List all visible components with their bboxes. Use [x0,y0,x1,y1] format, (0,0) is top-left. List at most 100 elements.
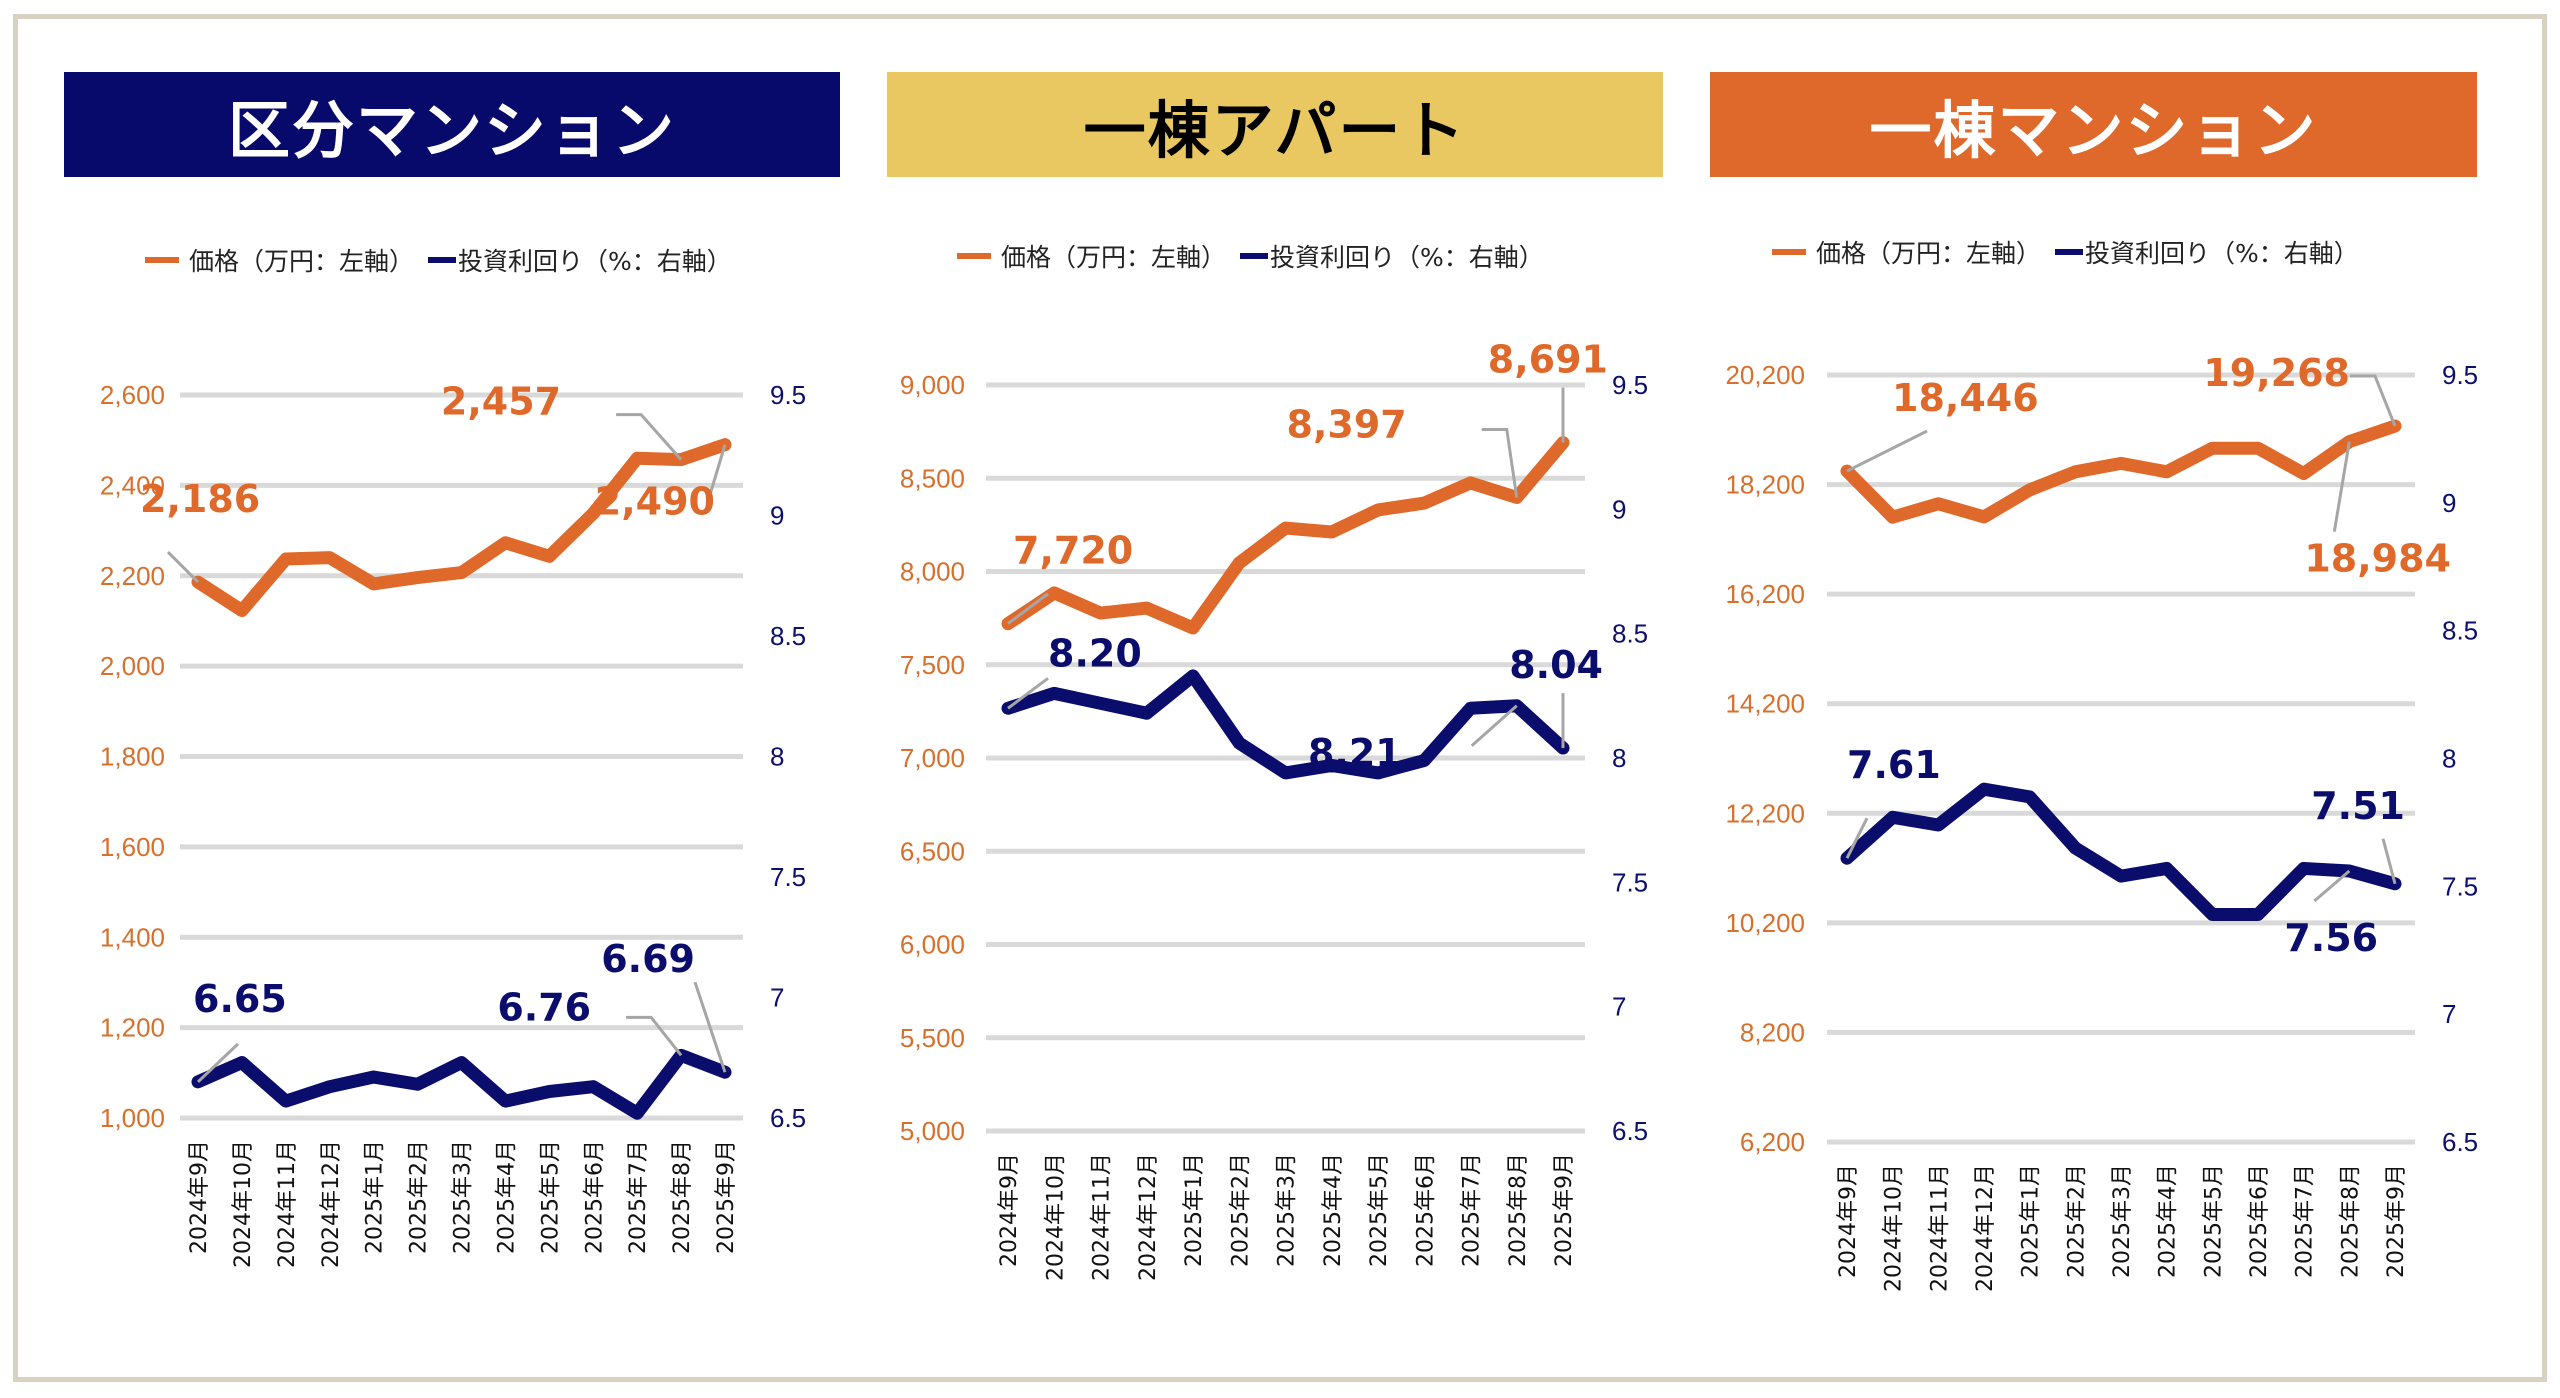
x-axis-tick: 2025年3月 [2110,1164,2135,1278]
x-axis-tick: 2024年12月 [1973,1164,1998,1292]
x-axis-tick: 2025年6月 [1413,1153,1438,1267]
legend-ittou-apartment: 価格（万円：左軸） 投資利回り（%：右軸） [957,236,1558,276]
legend-item-yield: 投資利回り（%：右軸） [428,242,732,278]
leader-line [693,981,727,1073]
x-axis-tick: 2025年3月 [1275,1153,1300,1267]
x-axis-tick: 2025年9月 [714,1140,739,1254]
legend-label-price: 価格（万円：左軸） [1001,243,1227,272]
legend-item-yield: 投資利回り（%：右軸） [1240,238,1544,274]
legend-label-yield: 投資利回り（%：右軸） [458,247,732,276]
yield-point [545,1087,554,1096]
price-point [1142,604,1151,613]
x-axis-tick: 2025年2月 [1228,1153,1253,1267]
price-point [545,552,554,561]
x-axis-tick: 2025年8月 [2338,1164,2363,1278]
left-axis-tick: 8,500 [900,463,965,493]
x-axis-tick: 2024年11月 [1090,1153,1115,1281]
yield-data-label: 6.65 [193,977,287,1021]
left-axis-tick: 14,200 [1725,689,1805,719]
x-axis-tick: 2024年10月 [231,1140,256,1268]
price-point [1420,499,1429,508]
price-point [1466,478,1475,487]
price-point [589,509,598,518]
price-point [325,553,334,562]
legend-item-price: 価格（万円：左軸） [145,242,414,278]
left-axis-tick: 2,600 [100,380,165,410]
x-axis-tick: 2025年4月 [494,1140,519,1254]
x-axis-tick: 2025年1月 [1182,1153,1207,1267]
yield-data-label: 8.04 [1509,643,1603,687]
x-axis-tick: 2024年9月 [187,1140,212,1254]
yield-point [325,1082,334,1091]
x-axis-tick: 2025年4月 [1321,1153,1346,1267]
leader-line [1846,429,1928,473]
slide-frame [13,14,2547,1382]
x-axis-tick: 2024年12月 [1136,1153,1161,1281]
yield-data-label: 6.76 [497,985,591,1029]
left-axis-tick: 18,200 [1725,470,1805,500]
yield-point [501,1097,510,1106]
left-axis-tick: 10,200 [1725,908,1805,938]
price-point [1189,624,1197,633]
legend-label-price: 価格（万円：左軸） [189,247,415,276]
x-axis-tick: 2025年8月 [1506,1153,1531,1267]
yield-point [1466,704,1475,713]
yield-point [237,1058,246,1067]
x-axis-tick: 2025年6月 [582,1140,607,1254]
x-axis-tick: 2024年9月 [1836,1164,1861,1278]
x-axis-tick: 2025年5月 [538,1140,563,1254]
chart-title-kubun-mansion: 区分マンション [64,72,840,177]
yield-data-label: 6.69 [601,937,695,981]
left-axis-tick: 6,200 [1740,1127,1805,1157]
price-point [1327,527,1336,536]
leader-line [196,1042,240,1083]
left-axis-tick: 9,000 [900,370,965,400]
leader-line [166,551,200,584]
left-axis-tick: 12,200 [1725,798,1805,828]
left-axis-tick: 2,000 [100,651,165,681]
x-axis-tick: 2024年9月 [997,1153,1022,1267]
right-axis-tick: 8.5 [770,621,806,651]
left-axis-tick: 1,800 [100,742,165,772]
leader-line [2313,869,2351,903]
x-axis-tick: 2024年10月 [1043,1153,1068,1281]
right-axis-tick: 7 [1612,992,1626,1022]
price-point [633,454,642,463]
yield-point [2299,864,2308,873]
legend-kubun-mansion: 価格（万円：左軸） 投資利回り（%：右軸） [145,240,746,280]
price-point [281,555,290,564]
yield-point [1235,739,1244,748]
right-axis-tick: 9.5 [770,380,806,410]
price-data-label: 8,691 [1488,338,1608,382]
left-axis-tick: 2,400 [100,470,165,500]
leader-line [2350,374,2397,427]
yield-data-label: 8.21 [1308,731,1402,775]
yield-point [589,1082,598,1091]
price-point [2208,444,2217,453]
legend-item-yield: 投資利回り（%：右軸） [2055,234,2359,270]
price-point [2025,485,2034,494]
legend-label-yield: 投資利回り（%：右軸） [1270,243,1544,272]
right-axis-tick: 7 [2442,999,2456,1029]
price-data-label: 18,446 [1892,376,2039,420]
price-data-label: 18,984 [2304,537,2451,581]
legend-swatch-price [145,257,179,263]
yield-point [1142,709,1151,718]
leader-line [626,1015,683,1057]
left-axis-tick: 6,500 [900,836,965,866]
left-axis-tick: 8,000 [900,557,965,587]
yield-point [413,1080,422,1089]
yield-point [2254,910,2262,919]
x-axis-tick: 2025年8月 [670,1140,695,1254]
left-axis-tick: 1,200 [100,1013,165,1043]
legend-swatch-price [957,253,991,259]
price-data-label: 2,490 [595,480,715,524]
x-axis-tick: 2025年7月 [2293,1164,2318,1278]
legend-swatch-price [1772,249,1806,255]
left-axis-tick: 6,000 [900,930,965,960]
x-axis-tick: 2025年6月 [2247,1164,2272,1278]
price-point [413,573,422,582]
x-axis-tick: 2025年1月 [2019,1164,2044,1278]
x-axis-tick: 2024年11月 [275,1140,300,1268]
